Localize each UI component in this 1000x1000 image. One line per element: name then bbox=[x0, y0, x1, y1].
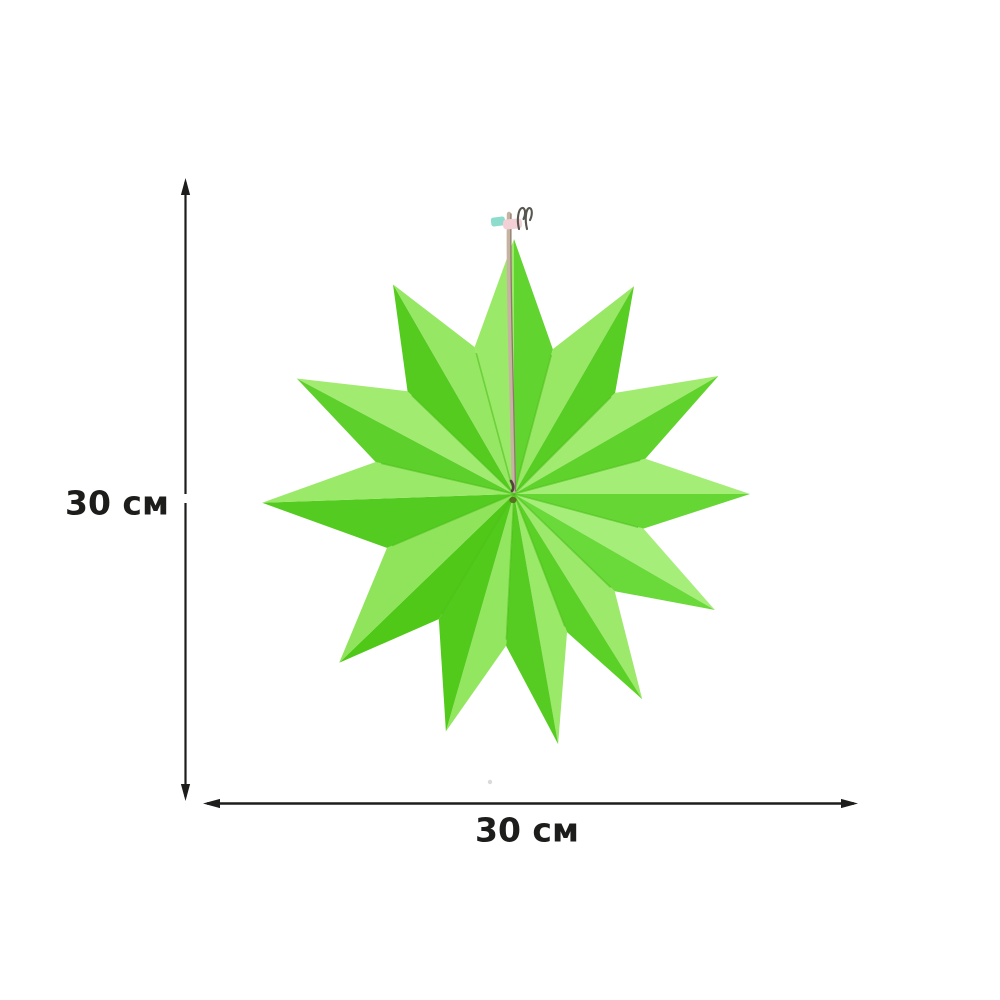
star-valley-fold bbox=[475, 352, 515, 495]
star-point-half bbox=[514, 286, 634, 494]
arrowhead-left bbox=[203, 798, 220, 809]
string-hook bbox=[516, 206, 533, 231]
star-valley-fold bbox=[513, 459, 641, 495]
string-end-pin bbox=[509, 479, 515, 493]
star-point-half bbox=[445, 494, 514, 732]
star-point-half bbox=[514, 494, 715, 610]
star-point-half bbox=[262, 462, 514, 503]
star-valley-fold bbox=[505, 493, 515, 640]
arrowhead-down bbox=[180, 784, 191, 801]
arrowhead-up bbox=[180, 178, 191, 195]
star-point-half bbox=[393, 284, 514, 494]
horizontal-dimension-label: 30 см bbox=[475, 810, 579, 850]
star-valley-fold bbox=[513, 493, 612, 588]
star-valley-fold bbox=[513, 493, 639, 529]
star-point-half bbox=[514, 494, 568, 745]
star-valley-fold bbox=[441, 493, 515, 615]
star-valley-fold bbox=[513, 493, 566, 627]
star-point-half bbox=[474, 239, 514, 494]
star-valley-fold bbox=[513, 396, 612, 495]
star-point-half bbox=[514, 239, 553, 494]
star-point-half bbox=[339, 494, 514, 663]
photo-speck bbox=[487, 779, 493, 785]
star-point-half bbox=[514, 458, 750, 494]
star-point-half bbox=[514, 494, 750, 529]
star-point-half bbox=[393, 284, 514, 494]
star-point-half bbox=[514, 376, 719, 494]
star-point-half bbox=[514, 376, 719, 494]
clip-mint-piece bbox=[490, 216, 506, 227]
star-point-half bbox=[514, 494, 715, 610]
star-point-half bbox=[514, 286, 634, 494]
star-point-half bbox=[296, 378, 514, 494]
star-point-half bbox=[262, 494, 514, 548]
star-point-half bbox=[296, 378, 514, 494]
vertical-dimension-label: 30 см bbox=[65, 483, 169, 523]
star-point-half bbox=[506, 494, 559, 745]
star-center-dot bbox=[509, 496, 517, 504]
star-valley-fold bbox=[513, 354, 553, 495]
star-valley-fold bbox=[391, 493, 515, 547]
arrowhead-right bbox=[841, 798, 858, 809]
hanging-string-shadow bbox=[510, 213, 517, 492]
star-point-half bbox=[438, 494, 514, 732]
star-valley-fold bbox=[411, 394, 515, 495]
hanging-string bbox=[506, 211, 517, 494]
star-point-half bbox=[514, 494, 643, 700]
star-valley-fold bbox=[380, 462, 515, 495]
